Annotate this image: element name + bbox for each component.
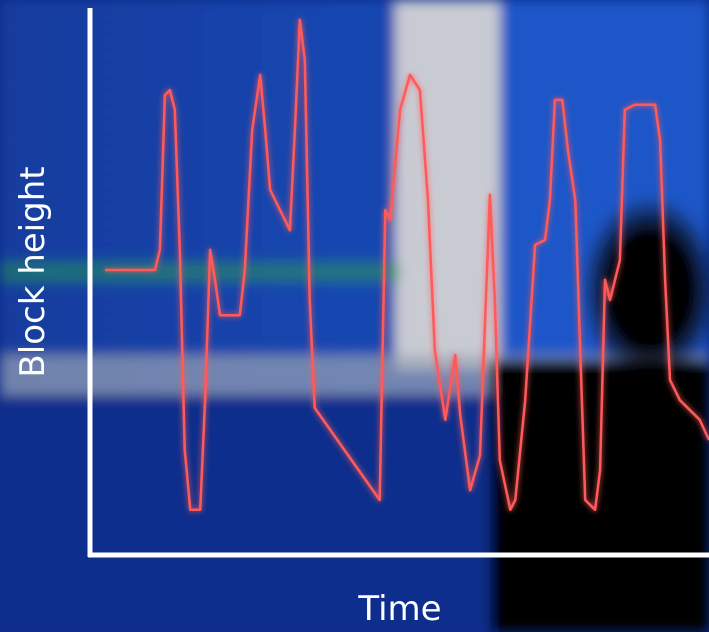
data-line (104, 18, 709, 512)
y-axis-label: Block height (13, 166, 53, 377)
axes (87, 8, 709, 558)
x-axis-label: Time (357, 589, 441, 629)
